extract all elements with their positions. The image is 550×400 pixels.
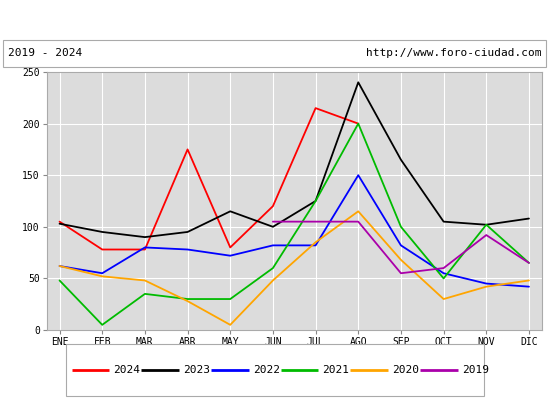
Text: 2022: 2022 — [252, 365, 280, 375]
Text: 2019 - 2024: 2019 - 2024 — [8, 48, 82, 58]
Text: 2020: 2020 — [392, 365, 419, 375]
Text: 2023: 2023 — [183, 365, 210, 375]
Text: 2021: 2021 — [322, 365, 349, 375]
Text: http://www.foro-ciudad.com: http://www.foro-ciudad.com — [366, 48, 542, 58]
Text: Evolucion Nº Turistas Extranjeros en el municipio de Sotillo de la Adrada: Evolucion Nº Turistas Extranjeros en el … — [15, 12, 535, 26]
Bar — [3, 40, 546, 66]
Text: 2024: 2024 — [113, 365, 140, 375]
Text: 2019: 2019 — [461, 365, 489, 375]
